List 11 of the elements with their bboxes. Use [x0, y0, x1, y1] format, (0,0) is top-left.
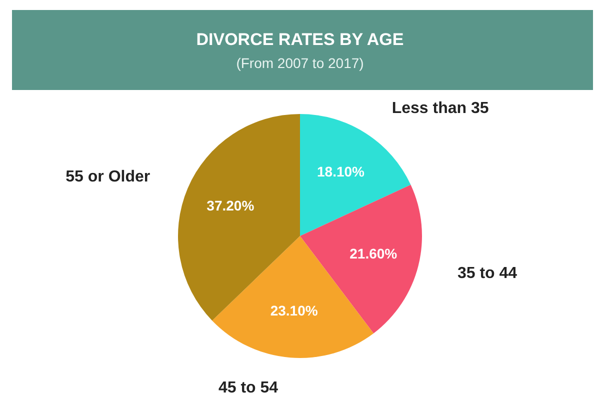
- data-label: 23.10%: [270, 302, 318, 318]
- pie-slice: [300, 114, 411, 236]
- chart-title: DIVORCE RATES BY AGE: [196, 30, 404, 49]
- slice-label: 35 to 44: [457, 264, 518, 282]
- data-label: 37.20%: [206, 197, 255, 214]
- data-label: 18.10%: [316, 163, 366, 180]
- data-label: 21.60%: [350, 245, 398, 262]
- slice-label: Less than 35: [392, 100, 489, 117]
- slice-label: 55 or Older: [66, 168, 150, 186]
- chart-subtitle: (From 2007 to 2017): [236, 55, 364, 71]
- slice-label: 45 to 54: [218, 380, 278, 397]
